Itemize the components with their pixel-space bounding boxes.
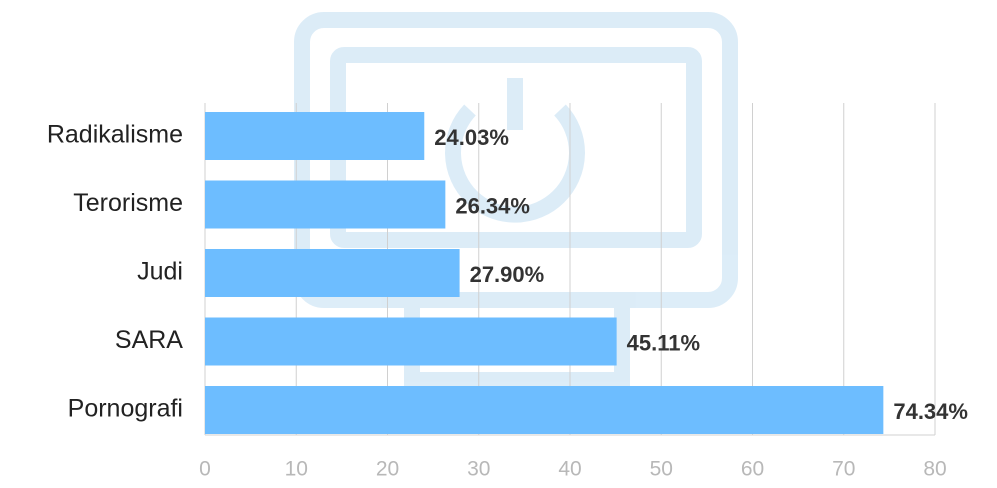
x-tick-label: 50 xyxy=(650,458,673,481)
bar xyxy=(205,386,884,434)
value-label: 26.34% xyxy=(455,193,530,218)
value-label: 45.11% xyxy=(627,330,700,355)
bar xyxy=(205,317,617,366)
x-tick-label: 60 xyxy=(741,458,764,481)
value-label: 24.03% xyxy=(434,125,509,150)
bar xyxy=(205,112,425,160)
value-label: 74.34% xyxy=(893,399,968,424)
x-tick-label: 40 xyxy=(558,458,581,481)
value-label: 27.90% xyxy=(470,262,545,287)
bar xyxy=(205,180,446,229)
x-tick-label: 10 xyxy=(285,458,308,481)
y-tick-label: Radikalisme xyxy=(47,121,183,149)
x-tick-label: 80 xyxy=(923,458,946,481)
y-tick-label: Terorisme xyxy=(73,189,183,217)
x-tick-label: 70 xyxy=(832,458,855,481)
x-tick-label: 0 xyxy=(199,458,211,481)
y-tick-label: SARA xyxy=(115,326,183,354)
y-tick-label: Pornografi xyxy=(68,395,183,423)
x-tick-label: 30 xyxy=(467,458,490,481)
y-tick-label: Judi xyxy=(137,258,183,286)
background-icon xyxy=(294,12,738,388)
bar xyxy=(205,249,460,297)
x-tick-label: 20 xyxy=(376,458,399,481)
